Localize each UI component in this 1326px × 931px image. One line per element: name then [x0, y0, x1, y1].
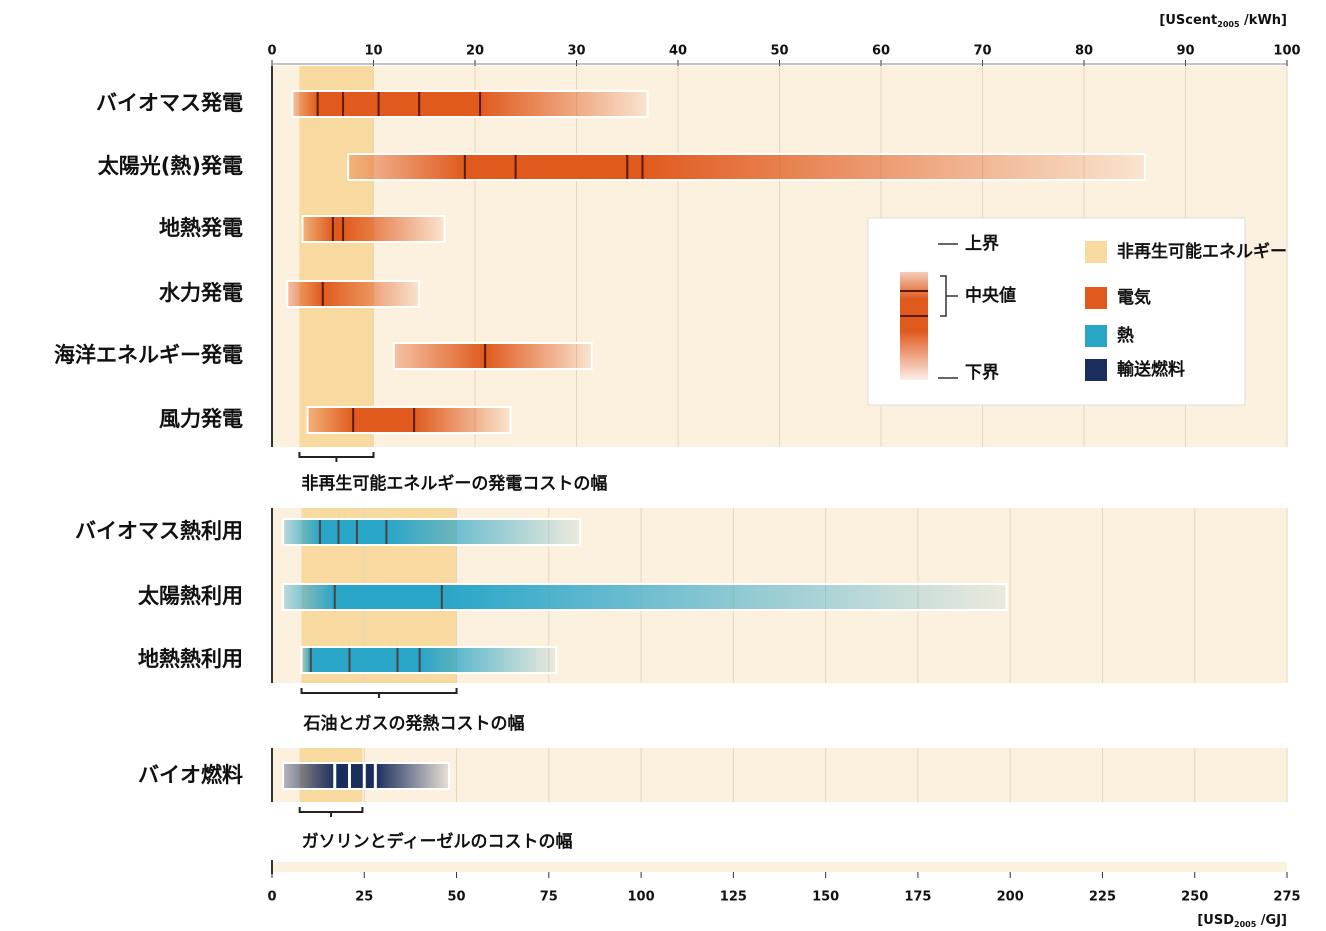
legend-label: 熱	[1117, 325, 1134, 346]
x2-tick-label: 125	[720, 890, 747, 905]
range-bar	[286, 280, 421, 308]
x-tick-label: 0	[267, 44, 276, 59]
row-label: バイオマス熱利用	[75, 519, 243, 543]
band-bracket	[298, 807, 364, 817]
x-tick-label: 80	[1075, 44, 1093, 59]
legend-swatch	[1085, 325, 1107, 347]
range-bar	[301, 215, 446, 243]
x-tick-label: 20	[466, 44, 484, 59]
legend-label: 下界	[965, 363, 999, 383]
row-label: 太陽光(熱)発電	[98, 154, 243, 178]
row-label: 海洋エネルギー発電	[54, 343, 243, 367]
x2-tick-label: 25	[355, 890, 373, 905]
axis-unit: [UScent2005 /kWh]	[1159, 13, 1287, 29]
legend-swatch	[1085, 287, 1107, 309]
row-label: バイオ燃料	[138, 763, 243, 787]
x-tick-label: 10	[364, 44, 382, 59]
row-label: 水力発電	[159, 281, 243, 305]
x2-tick-label: 250	[1181, 890, 1208, 905]
row-label: 太陽熱利用	[138, 584, 243, 608]
legend-label: 電気	[1117, 287, 1151, 308]
x2-tick-label: 0	[267, 890, 276, 905]
x2-tick-label: 200	[997, 890, 1024, 905]
x2-tick-label: 175	[904, 890, 931, 905]
legend-box	[867, 217, 1246, 406]
band-bracket	[300, 688, 458, 698]
range-bar	[347, 153, 1146, 181]
legend-label: 非再生可能エネルギー	[1117, 241, 1287, 262]
x-tick-label: 100	[1273, 44, 1300, 59]
range-bar	[300, 646, 558, 674]
range-bar	[291, 90, 649, 118]
x2-tick-label: 150	[812, 890, 839, 905]
legend-label: 中央値	[965, 285, 1016, 306]
unit-part: /GJ]	[1256, 913, 1287, 928]
x-tick-label: 30	[567, 44, 585, 59]
reference-band	[299, 66, 374, 447]
unit-part: /kWh]	[1240, 13, 1287, 28]
row-label: 地熱発電	[159, 216, 243, 240]
row-label: 地熱熱利用	[138, 647, 243, 671]
legend-label: 輸送燃料	[1117, 359, 1185, 380]
unit-part: [USD	[1197, 913, 1234, 928]
range-bar	[282, 518, 582, 546]
x2-tick-label: 275	[1273, 890, 1300, 905]
band-label: 石油とガスの発熱コストの幅	[303, 713, 525, 734]
legend-bar	[900, 272, 928, 380]
unit-part: 2005	[1217, 20, 1240, 29]
unit-part: [UScent	[1159, 13, 1217, 28]
x-tick-label: 70	[973, 44, 991, 59]
x2-tick-label: 225	[1089, 890, 1116, 905]
row-label: バイオマス発電	[96, 91, 243, 115]
x2-tick-label: 75	[540, 890, 558, 905]
range-bar	[392, 342, 593, 370]
range-bar	[282, 762, 451, 790]
row-label: 風力発電	[159, 407, 243, 431]
x-tick-label: 60	[872, 44, 890, 59]
unit-part: 2005	[1234, 920, 1257, 929]
legend-leader	[938, 243, 958, 379]
band-label: ガソリンとディーゼルのコストの幅	[302, 831, 573, 852]
x-tick-label: 90	[1176, 44, 1194, 59]
x2-tick-label: 50	[447, 890, 465, 905]
axis-background	[272, 862, 1287, 872]
x-tick-label: 50	[770, 44, 788, 59]
axis-unit: [USD2005 /GJ]	[1197, 913, 1287, 929]
legend-swatch	[1085, 359, 1107, 381]
x2-tick-label: 100	[628, 890, 655, 905]
x-tick-label: 40	[669, 44, 687, 59]
band-bracket	[298, 452, 375, 462]
range-bar	[282, 583, 1008, 611]
legend-label: 上界	[965, 234, 999, 254]
legend-swatch	[1085, 241, 1107, 263]
band-label: 非再生可能エネルギーの発電コストの幅	[301, 473, 607, 494]
range-bar	[306, 406, 512, 434]
